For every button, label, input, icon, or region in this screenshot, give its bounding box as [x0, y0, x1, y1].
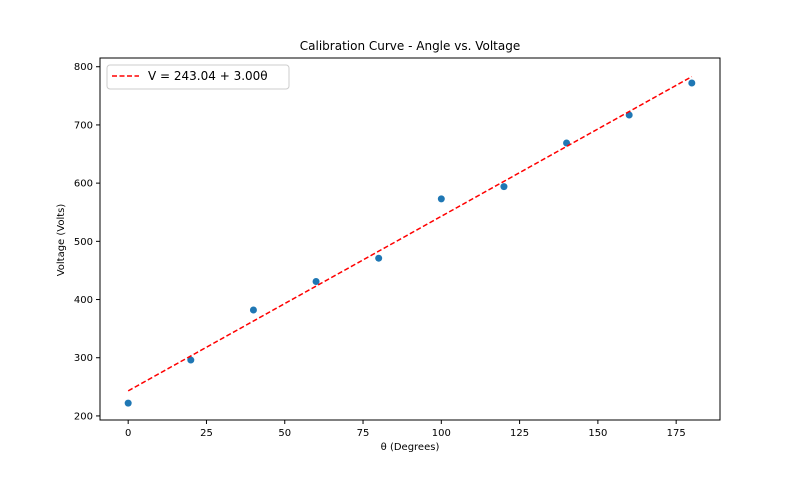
legend-box — [106, 64, 290, 90]
x-tick-label: 25 — [200, 428, 213, 439]
plot-frame — [99, 57, 721, 421]
y-axis-label: Voltage (Volts) — [56, 204, 67, 277]
y-tick-label: 200 — [74, 411, 93, 422]
x-axis-label: θ (Degrees) — [381, 442, 440, 453]
y-tick-label: 300 — [74, 353, 93, 364]
x-tick-label: 150 — [588, 428, 607, 439]
data-point — [437, 195, 445, 203]
y-tick-label: 400 — [74, 295, 93, 306]
legend-entry-fit-line: V = 243.04 + 3.00θ — [148, 69, 268, 83]
x-tick-label: 0 — [125, 428, 131, 439]
data-point — [187, 356, 195, 364]
fit-line — [127, 75, 693, 392]
chart-title: Calibration Curve - Angle vs. Voltage — [300, 39, 520, 53]
data-point — [500, 183, 508, 191]
data-point — [688, 79, 696, 87]
y-tick-label: 600 — [74, 179, 93, 190]
x-tick-label: 125 — [510, 428, 529, 439]
y-tick-label: 500 — [74, 237, 93, 248]
data-point — [124, 399, 132, 407]
y-tick-label: 700 — [74, 120, 93, 131]
x-tick-label: 75 — [357, 428, 370, 439]
legend: V = 243.04 + 3.00θ — [106, 64, 290, 90]
y-tick-label: 800 — [74, 62, 93, 73]
x-tick-label: 175 — [667, 428, 686, 439]
data-point — [249, 306, 257, 314]
data-point — [312, 277, 320, 285]
ticks-layer: 0 25 50 75 100 125 150 175 200 300 400 500 600 700 800 — [74, 62, 686, 439]
x-tick-label: 50 — [278, 428, 291, 439]
data-point — [375, 254, 383, 262]
marks-layer — [124, 75, 696, 407]
x-tick-label: 100 — [432, 428, 451, 439]
